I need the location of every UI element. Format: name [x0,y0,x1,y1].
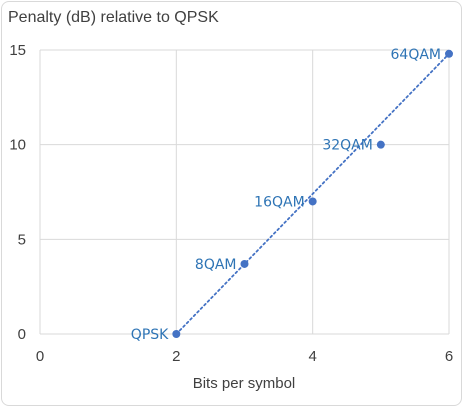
data-points [172,49,453,338]
y-tick-label: 10 [9,137,26,154]
trendline [175,52,450,335]
x-axis-label: Bits per symbol [193,375,296,392]
data-point-64qam [445,49,453,58]
data-point-16qam [308,197,317,206]
y-tick-label: 5 [18,231,26,248]
y-tick-label: 0 [18,326,26,343]
x-tick-label: 4 [308,348,316,365]
data-point-8qam [240,259,249,268]
x-tick-label: 0 [36,348,44,365]
y-tick-label: 15 [9,42,26,59]
data-point-32qam [376,140,385,149]
y-tick-labels: 0 5 10 15 [9,42,26,343]
x-tick-label: 6 [445,348,453,365]
x-tick-label: 2 [172,348,180,365]
data-label-qpsk: QPSK [131,327,169,343]
x-tick-labels: 0 2 4 6 [36,348,453,365]
gridlines [39,49,450,335]
point-labels: QPSK 8QAM 16QAM 32QAM 64QAM [131,47,441,343]
data-label-32qam: 32QAM [322,138,373,154]
data-label-16qam: 16QAM [254,194,305,210]
chart-title: Penalty (dB) relative to QPSK [8,9,219,26]
data-label-8qam: 8QAM [195,257,237,273]
data-label-64qam: 64QAM [391,47,442,63]
data-point-qpsk [172,330,181,338]
